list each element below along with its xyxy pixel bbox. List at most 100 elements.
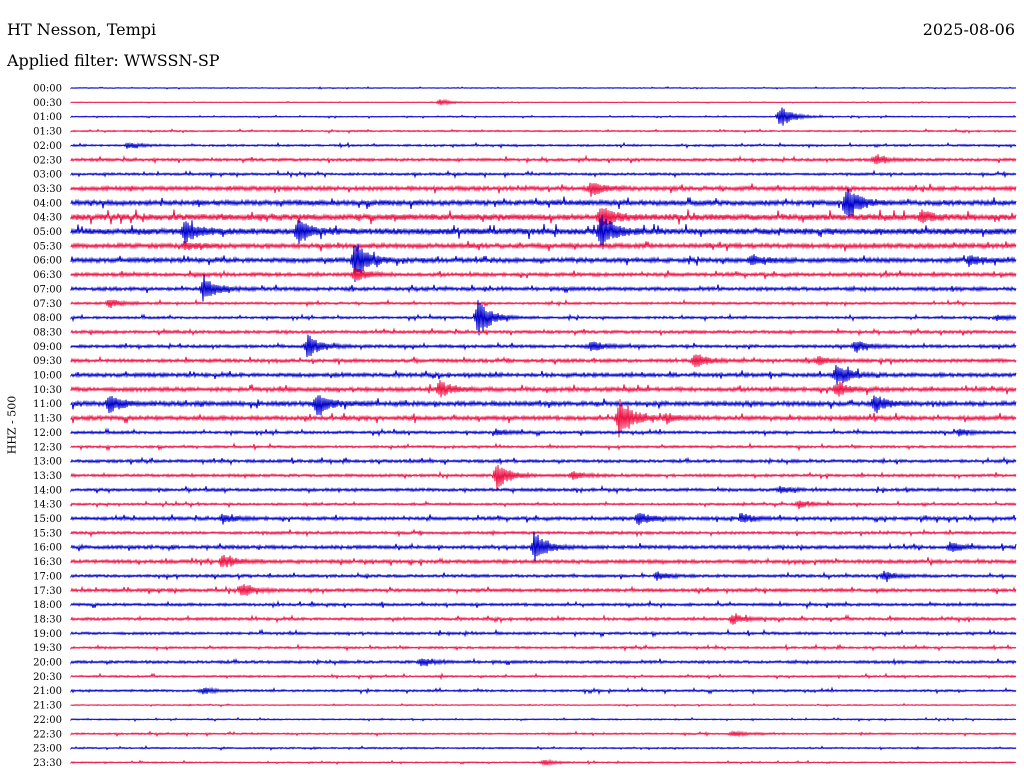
trace-line bbox=[70, 531, 1017, 562]
time-tick-label: 07:00 bbox=[33, 284, 62, 295]
trace-line bbox=[70, 188, 1017, 220]
trace-line bbox=[70, 702, 1017, 708]
trace-line bbox=[70, 570, 1017, 583]
time-tick-label: 22:00 bbox=[33, 715, 62, 726]
trace-line bbox=[70, 274, 1017, 302]
time-tick-label: 04:30 bbox=[33, 213, 62, 224]
time-tick-label: 04:00 bbox=[33, 198, 62, 209]
time-tick-label: 12:30 bbox=[33, 442, 62, 453]
time-tick-label: 00:30 bbox=[33, 98, 62, 109]
trace-line bbox=[70, 364, 1017, 385]
date-label: 2025-08-06 bbox=[922, 20, 1015, 39]
time-tick-label: 23:00 bbox=[33, 744, 62, 755]
time-tick-label: 08:00 bbox=[33, 313, 62, 324]
time-tick-label: 22:30 bbox=[33, 729, 62, 740]
time-tick-label: 21:30 bbox=[33, 701, 62, 712]
trace-line bbox=[70, 98, 1017, 106]
time-tick-label: 23:30 bbox=[33, 758, 62, 769]
time-tick-label: 18:00 bbox=[33, 600, 62, 611]
time-tick-label: 16:00 bbox=[33, 543, 62, 554]
time-tick-label: 02:30 bbox=[33, 155, 62, 166]
trace-line bbox=[70, 716, 1017, 723]
trace-line bbox=[70, 745, 1017, 751]
trace-line bbox=[70, 298, 1017, 308]
time-tick-label: 05:30 bbox=[33, 241, 62, 252]
time-tick-label: 03:30 bbox=[33, 184, 62, 195]
time-tick-label: 05:00 bbox=[33, 227, 62, 238]
trace-line bbox=[70, 380, 1017, 398]
trace-line bbox=[70, 730, 1017, 738]
time-tick-label: 00:00 bbox=[33, 84, 62, 95]
time-tick-label: 06:00 bbox=[33, 256, 62, 267]
trace-line bbox=[70, 643, 1017, 652]
trace-line bbox=[70, 107, 1017, 126]
time-tick-label: 15:00 bbox=[33, 514, 62, 525]
trace-line bbox=[70, 86, 1017, 90]
time-tick-label: 15:30 bbox=[33, 528, 62, 539]
time-tick-label: 08:30 bbox=[33, 327, 62, 338]
trace-line bbox=[70, 334, 1017, 358]
trace-line bbox=[70, 327, 1017, 337]
trace-line bbox=[70, 686, 1017, 696]
trace-line bbox=[70, 599, 1017, 610]
trace-line bbox=[70, 456, 1017, 466]
time-tick-label: 12:00 bbox=[33, 428, 62, 439]
time-tick-label: 16:30 bbox=[33, 557, 62, 568]
time-tick-label: 02:00 bbox=[33, 141, 62, 152]
time-tick-label: 06:30 bbox=[33, 270, 62, 281]
trace-line bbox=[70, 214, 1017, 250]
trace-line bbox=[70, 613, 1017, 625]
trace-line bbox=[70, 399, 1017, 438]
time-tick-label: 13:30 bbox=[33, 471, 62, 482]
trace-line bbox=[70, 141, 1017, 150]
time-tick-label: 01:30 bbox=[33, 127, 62, 138]
trace-line bbox=[70, 464, 1017, 490]
trace-line bbox=[70, 657, 1017, 667]
time-tick-label: 17:00 bbox=[33, 571, 62, 582]
trace-line bbox=[70, 427, 1017, 438]
time-tick-label: 14:30 bbox=[33, 500, 62, 511]
trace-line bbox=[70, 672, 1017, 681]
trace-line bbox=[70, 300, 1017, 336]
trace-line bbox=[70, 182, 1017, 197]
trace-line bbox=[70, 512, 1017, 526]
time-tick-label: 03:00 bbox=[33, 170, 62, 181]
trace-line bbox=[70, 208, 1017, 231]
trace-line bbox=[70, 442, 1017, 452]
trace-line bbox=[70, 354, 1017, 368]
time-tick-label: 11:00 bbox=[33, 399, 62, 410]
trace-line bbox=[70, 395, 1017, 416]
time-tick-label: 09:00 bbox=[33, 342, 62, 353]
filter-label: Applied filter: WWSSN-SP bbox=[7, 51, 220, 70]
trace-line bbox=[70, 628, 1017, 639]
time-tick-label: 19:00 bbox=[33, 629, 62, 640]
trace-line bbox=[70, 154, 1017, 165]
time-tick-label: 18:30 bbox=[33, 614, 62, 625]
time-tick-label: 01:00 bbox=[33, 112, 62, 123]
time-tick-label: 20:30 bbox=[33, 672, 62, 683]
trace-line bbox=[70, 584, 1017, 596]
time-tick-label: 13:00 bbox=[33, 457, 62, 468]
time-tick-label: 17:30 bbox=[33, 586, 62, 597]
time-tick-label: 07:30 bbox=[33, 299, 62, 310]
time-tick-label: 21:00 bbox=[33, 686, 62, 697]
trace-line bbox=[70, 169, 1017, 179]
time-tick-label: 20:00 bbox=[33, 658, 62, 669]
time-tick-label: 14:00 bbox=[33, 485, 62, 496]
trace-line bbox=[70, 128, 1017, 135]
time-tick-label: 09:30 bbox=[33, 356, 62, 367]
trace-line bbox=[70, 758, 1017, 767]
time-tick-label: 10:30 bbox=[33, 385, 62, 396]
trace-line bbox=[70, 243, 1017, 282]
time-tick-label: 10:00 bbox=[33, 371, 62, 382]
trace-line bbox=[70, 528, 1017, 538]
time-tick-label: 19:30 bbox=[33, 643, 62, 654]
station-title: HT Nesson, Tempi bbox=[7, 20, 157, 39]
time-tick-label: 11:30 bbox=[33, 414, 62, 425]
trace-line bbox=[70, 554, 1017, 568]
trace-line bbox=[70, 240, 1017, 252]
trace-line bbox=[70, 484, 1017, 495]
trace-line bbox=[70, 267, 1017, 281]
